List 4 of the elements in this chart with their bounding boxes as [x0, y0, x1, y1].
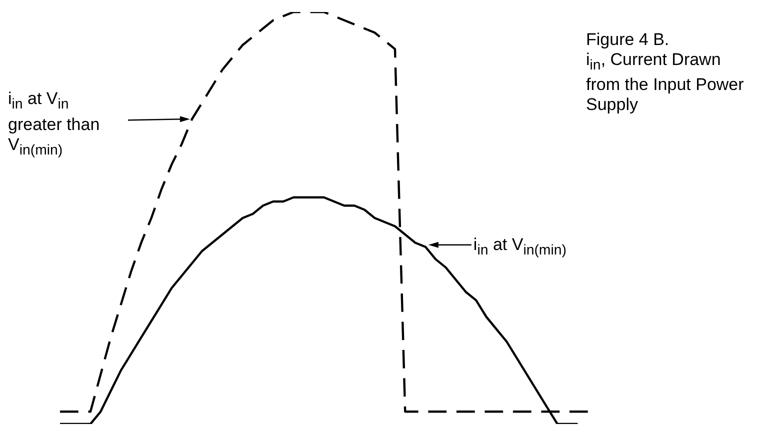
text: Figure 4 B. — [586, 30, 670, 50]
annotation: i$_{in}$ at V$_{in}$ greater than V$_{in(min)}$ — [8, 89, 101, 160]
annotation: i$_{in}$ at V$_{in(min)}$ — [473, 234, 566, 260]
text: i$_{in}$, Current Drawn from the Input Power Supply — [586, 50, 745, 116]
